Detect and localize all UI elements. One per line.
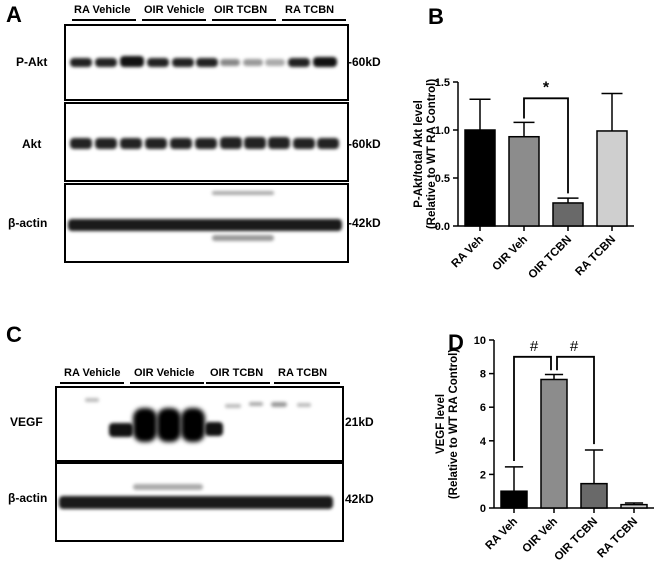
significance-mark: * [543,79,550,96]
lane-group-line [274,382,340,384]
y-axis-title: P-Akt/total Akt level [413,100,425,208]
mw-label-21kd: 21kD [345,415,374,429]
mw-label-60kd: -60kD [348,137,381,151]
x-tick-label: RA Veh [449,234,486,271]
significance-bracket [513,355,552,461]
y-tick-label: 0.5 [435,173,450,185]
lane-group-line [282,19,346,21]
lane-group-line [206,382,270,384]
lane-group-label: RA Vehicle [74,4,131,16]
y-tick-label: 4 [480,436,487,448]
row-label-p-akt: P-Akt [16,55,48,69]
mw-label-42kd: 42kD [345,492,374,506]
lane-group-label: RA TCBN [285,4,335,16]
lane-group-label: OIR Vehicle [134,367,195,379]
lane-group-line [142,19,206,21]
panel-letter-b: B [428,4,444,29]
bar-oir-veh [508,135,540,227]
lane-group-label: OIR TCBN [214,4,268,16]
mw-label-60kd: -60kD [348,55,381,69]
chart-b: 0.0 0.5 1.0 1.5 P-Akt/total Akt level (Relati… [413,77,634,282]
y-tick-label: 2 [480,469,486,481]
x-tick-label: OIR TCBN [526,234,574,282]
y-tick-label: 10 [474,335,486,347]
panel-letter-a: A [6,2,22,27]
significance-mark: # [570,338,579,355]
significance-bracket [523,97,569,194]
y-tick-label: 1.5 [435,77,450,89]
bar-ra-tcbn [596,130,628,227]
chart-d: 0 2 4 6 8 10 VEGF level (Relative to WT RA Cont… [435,335,654,564]
blot-akt [64,102,349,182]
bar-ra-tcbn [620,503,648,509]
lane-group-line [72,19,136,21]
lane-group-label: OIR TCBN [210,367,264,379]
lane-group-line [60,382,124,384]
x-tick-label: OIR TCBN [552,516,600,564]
lane-group-line [212,19,276,21]
lane-group-line [130,382,204,384]
lane-group-label: RA Vehicle [64,367,121,379]
blot-p-akt [64,24,349,101]
y-tick-label: 0.0 [435,221,450,233]
mw-label-42kd: -42kD [348,216,381,230]
blot-beta-actin-a [64,183,349,263]
x-tick-label: OIR Veh [520,516,560,556]
row-label-vegf: VEGF [10,415,43,429]
bar-oir-veh [540,378,568,509]
panel-letter-c: C [6,322,22,347]
row-label-beta-actin: β-actin [8,216,48,230]
y-axis-subtitle: (Relative to WT RA Control) [426,79,438,230]
bar-oir-tcbn [580,482,608,509]
x-tick-label: RA TCBN [573,234,618,279]
bar-oir-tcbn [552,202,584,227]
row-label-beta-actin: β-actin [8,491,48,505]
y-tick-label: 1.0 [435,125,450,137]
lane-group-label: RA TCBN [278,367,328,379]
bar-ra-veh [500,490,528,509]
row-label-akt: Akt [22,137,42,151]
blot-vegf [55,386,344,462]
x-tick-label: OIR Veh [490,234,530,274]
y-tick-label: 6 [480,402,486,414]
y-axis-subtitle: (Relative to WT RA Control) [448,349,460,500]
x-tick-label: RA Veh [483,516,520,553]
y-axis-title: VEGF level [435,394,447,454]
bar-ra-veh [464,129,496,227]
lane-group-label: OIR Vehicle [144,4,205,16]
x-tick-label: RA TCBN [595,516,640,561]
blot-beta-actin-c [55,462,344,542]
y-tick-label: 8 [480,369,486,381]
significance-mark: # [530,338,539,355]
y-tick-label: 0 [480,503,486,515]
significance-bracket [556,355,595,445]
panel-letter-d: D [448,330,464,355]
